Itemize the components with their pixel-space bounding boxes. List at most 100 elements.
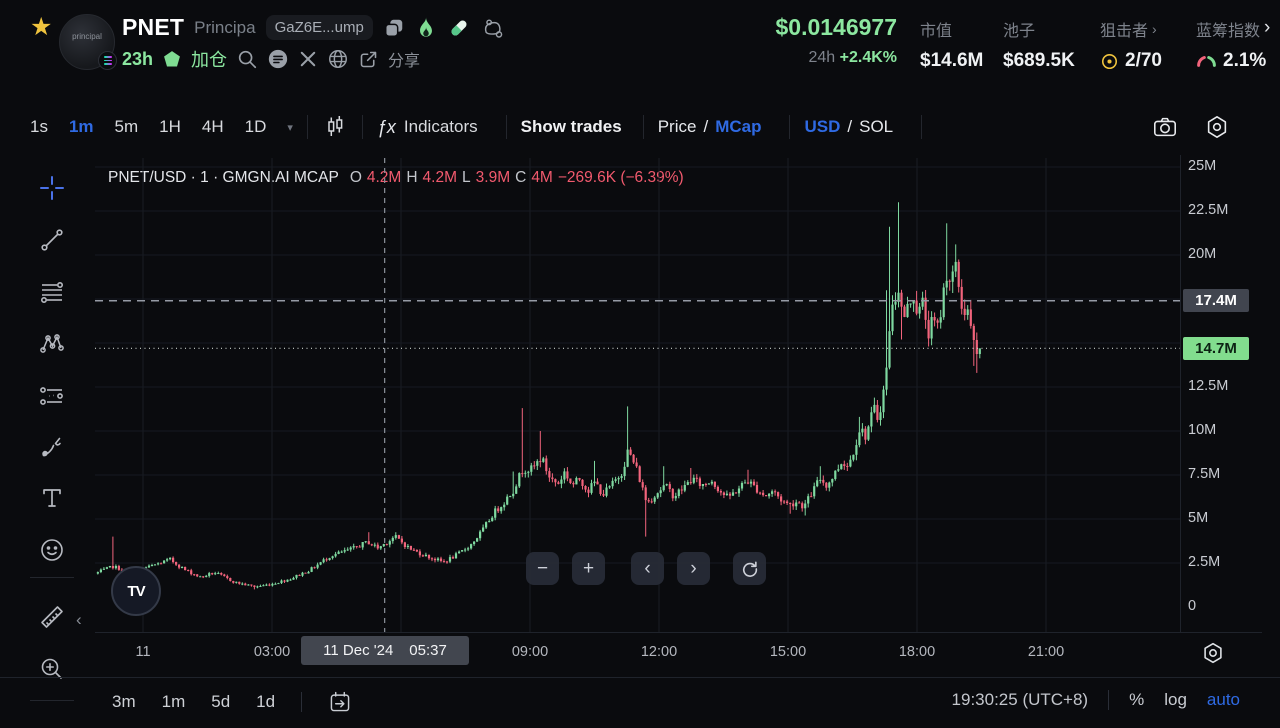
interval-4H[interactable]: 4H	[201, 117, 224, 136]
price-tick-label: 5M	[1188, 510, 1209, 526]
projection-tool-icon[interactable]	[38, 382, 66, 410]
token-symbol: PNET	[122, 14, 185, 40]
axis-settings-icon[interactable]	[1200, 640, 1226, 666]
sol-toggle[interactable]: SOL	[859, 117, 894, 136]
price-tick-label: 25M	[1188, 158, 1217, 174]
text-tool-icon[interactable]	[38, 484, 66, 512]
search-icon[interactable]	[236, 48, 258, 70]
xabcd-pattern-tool-icon[interactable]	[38, 330, 66, 358]
time-tick-label: 03:00	[253, 644, 291, 660]
ohlc-legend: PNET/USD · 1 · GMGN.AI MCAP O 4.2M H 4.2M …	[108, 169, 684, 186]
price-toggle[interactable]: Price	[657, 117, 697, 136]
clock-timezone[interactable]: 19:30:25 (UTC+8)	[951, 690, 1089, 709]
time-tick-label: 21:00	[1027, 644, 1065, 660]
legend-change: −269.6K (−6.39%)	[557, 169, 684, 186]
go-to-date-icon[interactable]	[328, 690, 352, 714]
bottom-divider	[301, 692, 303, 712]
reset-chart-button[interactable]	[733, 552, 766, 585]
token-avatar[interactable]: principal	[59, 14, 117, 70]
log-scale-button[interactable]: log	[1164, 690, 1187, 709]
chart-toolbar: 1s 1m 5m 1H 4H 1D ▾ ƒx Indicators Show t…	[0, 105, 1280, 149]
solana-chain-icon	[98, 51, 117, 70]
fib-retracement-tool-icon[interactable]	[38, 278, 66, 306]
price-tick-label: 0	[1188, 598, 1197, 614]
stat-label-bluechip[interactable]: 蓝筹指数	[1196, 23, 1261, 40]
add-position-button[interactable]: 加仓	[191, 50, 228, 70]
time-tick-label: 18:00	[898, 644, 936, 660]
chevron-right-icon: ›	[1152, 21, 1157, 37]
list-icon[interactable]	[267, 48, 289, 70]
interval-1m[interactable]: 1m	[68, 117, 94, 136]
trendline-tool-icon[interactable]	[38, 226, 66, 254]
time-axis-border	[95, 632, 1262, 633]
zoom-in-tool-icon[interactable]	[38, 655, 66, 683]
range-5d[interactable]: 5d	[211, 692, 231, 711]
interval-1H[interactable]: 1H	[159, 117, 181, 136]
candle-style-icon[interactable]	[322, 113, 348, 141]
gauge-icon	[1196, 54, 1217, 68]
pan-right-button[interactable]: ›	[677, 552, 710, 585]
brush-tool-icon[interactable]	[38, 434, 66, 462]
legend-symbol[interactable]: PNET/USD · 1 · GMGN.AI MCAP	[108, 169, 339, 186]
stat-value-mcap: $14.6M	[920, 50, 984, 71]
time-tick-label: 11	[135, 644, 151, 660]
interval-1s[interactable]: 1s	[30, 117, 48, 136]
copy-icon[interactable]	[383, 17, 405, 39]
crosshair-tool-icon[interactable]	[38, 174, 66, 202]
contract-address[interactable]: GaZ6E...ump	[265, 15, 373, 40]
x-twitter-icon[interactable]	[298, 49, 318, 69]
time-tick-label: 15:00	[769, 644, 807, 660]
left-toolbar-divider	[30, 700, 74, 701]
stat-value-snipers: 2/70	[1125, 50, 1162, 71]
show-trades-button[interactable]: Show trades	[520, 117, 622, 136]
range-3m[interactable]: 3m	[112, 692, 136, 711]
legend-low: 3.9M	[475, 169, 511, 186]
time-tick-label: 12:00	[640, 644, 678, 660]
external-link-icon[interactable]	[358, 49, 379, 70]
last-price-badge: 14.7M	[1183, 337, 1249, 360]
range-1m[interactable]: 1m	[161, 692, 186, 711]
bottom-toolbar-border	[0, 677, 1280, 678]
target-icon	[1100, 52, 1119, 71]
collapse-panel-chevron[interactable]: ‹	[76, 610, 82, 629]
token-age: 23h	[122, 48, 154, 69]
legend-close: 4M	[531, 169, 553, 186]
interval-caret-icon[interactable]: ▾	[287, 121, 293, 134]
bottom-divider	[1108, 690, 1110, 710]
auto-scale-button[interactable]: auto	[1206, 690, 1240, 709]
price-tick-label: 22.5M	[1188, 202, 1229, 218]
interval-5m[interactable]: 5m	[114, 117, 139, 136]
interval-1D[interactable]: 1D	[244, 117, 267, 136]
zoom-out-button[interactable]: −	[526, 552, 559, 585]
price-tick-label: 10M	[1188, 422, 1217, 438]
camera-icon[interactable]	[1152, 114, 1178, 140]
mcap-toggle[interactable]: MCap	[715, 117, 762, 136]
token-avatar-text: principal	[72, 32, 102, 41]
percent-scale-button[interactable]: %	[1129, 690, 1145, 709]
gem-icon	[162, 49, 182, 69]
tradingview-logo[interactable]: TV	[111, 566, 161, 616]
header-collapse-chevron[interactable]: ›	[1264, 17, 1271, 38]
pill-icon	[447, 16, 471, 40]
legend-high: 4.2M	[422, 169, 458, 186]
stat-label-pool: 池子	[1003, 23, 1036, 40]
zoom-in-button[interactable]: +	[572, 552, 605, 585]
chart-canvas[interactable]	[95, 158, 1180, 632]
stat-label-snipers[interactable]: 狙击者 ›	[1100, 21, 1157, 40]
measure-tool-icon[interactable]	[38, 603, 66, 631]
emoji-tool-icon[interactable]	[38, 536, 66, 564]
indicators-button[interactable]: ƒx Indicators	[376, 116, 478, 137]
pan-left-button[interactable]: ‹	[631, 552, 664, 585]
usd-toggle[interactable]: USD	[804, 117, 841, 136]
stat-value-bluechip: 2.1%	[1223, 50, 1267, 71]
time-tick-label: 09:00	[511, 644, 549, 660]
range-1d[interactable]: 1d	[256, 692, 276, 711]
share-button[interactable]: 分享	[388, 53, 421, 70]
dev-icon	[481, 16, 505, 40]
globe-icon[interactable]	[327, 48, 349, 70]
change-period-label: 24h	[808, 49, 836, 66]
legend-open: 4.2M	[366, 169, 402, 186]
crosshair-time-badge: 11 Dec '24 05:37	[301, 636, 469, 665]
stat-value-pool: $689.5K	[1003, 50, 1075, 71]
chart-settings-icon[interactable]	[1204, 114, 1230, 140]
